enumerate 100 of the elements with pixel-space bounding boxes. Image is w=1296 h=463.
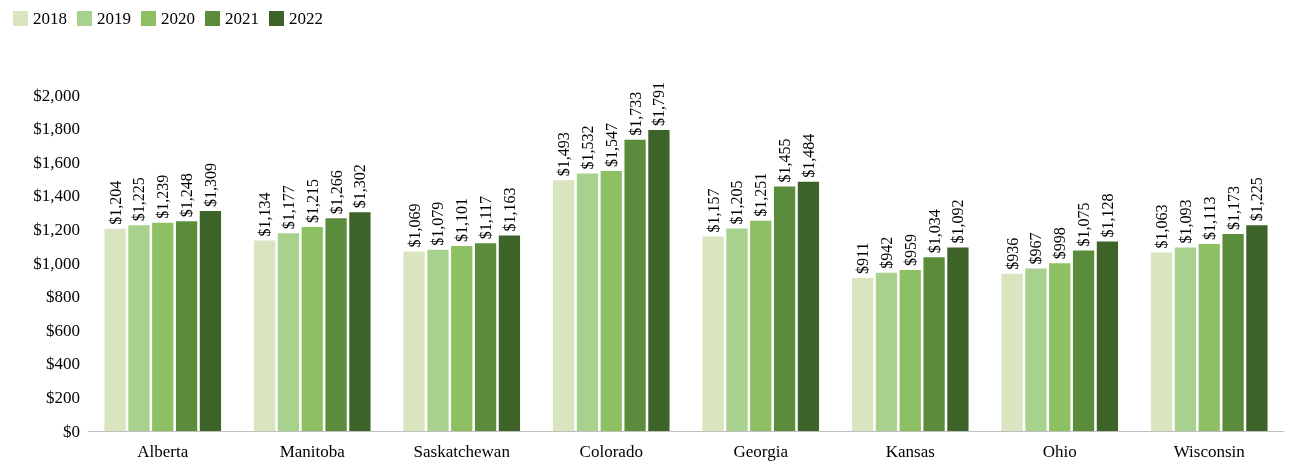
bar bbox=[451, 246, 473, 431]
x-tick-label: Ohio bbox=[1042, 442, 1077, 461]
bar bbox=[1222, 233, 1244, 431]
data-label: $1,225 bbox=[1248, 177, 1266, 222]
legend-label: 2019 bbox=[97, 9, 131, 28]
y-tick-label: $200 bbox=[46, 387, 80, 407]
data-label: $1,157 bbox=[704, 188, 722, 233]
data-label: $1,063 bbox=[1153, 204, 1171, 249]
legend-label: 2020 bbox=[161, 9, 195, 28]
data-label: $1,204 bbox=[106, 180, 124, 225]
bar bbox=[1198, 244, 1220, 431]
bar bbox=[750, 220, 772, 431]
bar bbox=[600, 171, 622, 431]
bar bbox=[1025, 268, 1047, 431]
data-label: $1,128 bbox=[1098, 193, 1116, 238]
bar bbox=[277, 233, 300, 431]
bar bbox=[474, 243, 497, 431]
bar bbox=[301, 226, 323, 431]
y-tick-label: $1,200 bbox=[33, 219, 80, 239]
data-label: $942 bbox=[877, 236, 895, 269]
data-label: $1,547 bbox=[602, 123, 620, 168]
x-tick-label: Wisconsin bbox=[1173, 442, 1246, 461]
bar bbox=[199, 211, 222, 431]
legend-label: 2022 bbox=[289, 9, 323, 28]
data-label: $1,532 bbox=[578, 125, 596, 170]
data-label: $936 bbox=[1003, 237, 1021, 270]
data-label: $1,079 bbox=[429, 201, 447, 246]
bar bbox=[498, 235, 521, 431]
data-label: $1,302 bbox=[351, 164, 369, 209]
data-label: $1,484 bbox=[799, 133, 817, 178]
data-label: $1,093 bbox=[1176, 199, 1194, 244]
data-label: $1,205 bbox=[728, 180, 746, 225]
x-tick-label: Kansas bbox=[885, 442, 935, 461]
bar bbox=[1001, 273, 1023, 431]
bar bbox=[1246, 225, 1268, 431]
data-label: $998 bbox=[1051, 227, 1069, 260]
data-label: $1,092 bbox=[949, 199, 967, 244]
x-tick-label: Alberta bbox=[137, 442, 189, 461]
bar bbox=[1150, 252, 1173, 431]
bar bbox=[947, 247, 969, 431]
bar bbox=[773, 186, 796, 431]
bar bbox=[923, 257, 945, 431]
y-tick-label: $800 bbox=[46, 287, 80, 307]
bar bbox=[702, 236, 724, 431]
bar bbox=[175, 221, 198, 431]
bar bbox=[1072, 250, 1095, 431]
data-label: $1,266 bbox=[327, 170, 345, 215]
bar bbox=[576, 173, 599, 431]
y-tick-label: $600 bbox=[46, 320, 80, 340]
y-tick-label: $0 bbox=[63, 421, 80, 441]
data-label: $1,733 bbox=[626, 91, 644, 136]
bar bbox=[552, 180, 575, 431]
y-tick-label: $1,600 bbox=[33, 152, 80, 172]
y-tick-label: $1,800 bbox=[33, 119, 80, 139]
data-label: $1,134 bbox=[256, 192, 274, 237]
y-tick-label: $1,400 bbox=[33, 186, 80, 206]
data-label: $1,177 bbox=[279, 185, 297, 230]
bar bbox=[1049, 263, 1071, 431]
x-tick-label: Saskatchewan bbox=[413, 442, 511, 461]
legend-label: 2018 bbox=[33, 9, 67, 28]
bar bbox=[726, 228, 748, 431]
data-label: $959 bbox=[901, 233, 919, 266]
y-tick-label: $400 bbox=[46, 354, 80, 374]
bar bbox=[624, 139, 646, 431]
bar bbox=[104, 228, 126, 431]
bar bbox=[128, 225, 150, 431]
bar bbox=[403, 251, 425, 431]
data-label: $1,101 bbox=[453, 198, 471, 243]
data-label: $1,117 bbox=[477, 195, 495, 240]
data-label: $1,163 bbox=[500, 187, 518, 232]
data-label: $1,225 bbox=[130, 177, 148, 222]
x-tick-label: Georgia bbox=[733, 442, 789, 461]
y-tick-label: $1,000 bbox=[33, 253, 80, 273]
data-label: $1,173 bbox=[1224, 185, 1242, 230]
bar bbox=[1096, 241, 1119, 431]
x-tick-label: Manitoba bbox=[279, 442, 346, 461]
data-label: $1,251 bbox=[752, 172, 770, 217]
bar bbox=[899, 269, 921, 431]
bar bbox=[427, 249, 449, 431]
data-label: $1,493 bbox=[555, 132, 573, 177]
data-label: $967 bbox=[1027, 232, 1045, 265]
data-label: $1,034 bbox=[925, 209, 943, 254]
data-label: $911 bbox=[854, 242, 872, 274]
data-label: $1,248 bbox=[178, 173, 196, 218]
bar bbox=[797, 181, 820, 431]
bar bbox=[875, 272, 898, 431]
bar bbox=[851, 277, 874, 431]
bar bbox=[152, 222, 174, 431]
data-label: $1,075 bbox=[1075, 202, 1093, 247]
bar bbox=[325, 218, 347, 431]
data-label: $1,069 bbox=[405, 203, 423, 248]
bar bbox=[1174, 247, 1197, 431]
bar bbox=[648, 130, 670, 431]
bar bbox=[349, 212, 371, 431]
data-label: $1,455 bbox=[776, 138, 794, 183]
data-label: $1,309 bbox=[201, 163, 219, 208]
data-label: $1,791 bbox=[650, 82, 668, 127]
legend-label: 2021 bbox=[225, 9, 259, 28]
data-label: $1,113 bbox=[1200, 196, 1218, 241]
x-tick-label: Colorado bbox=[579, 442, 643, 461]
